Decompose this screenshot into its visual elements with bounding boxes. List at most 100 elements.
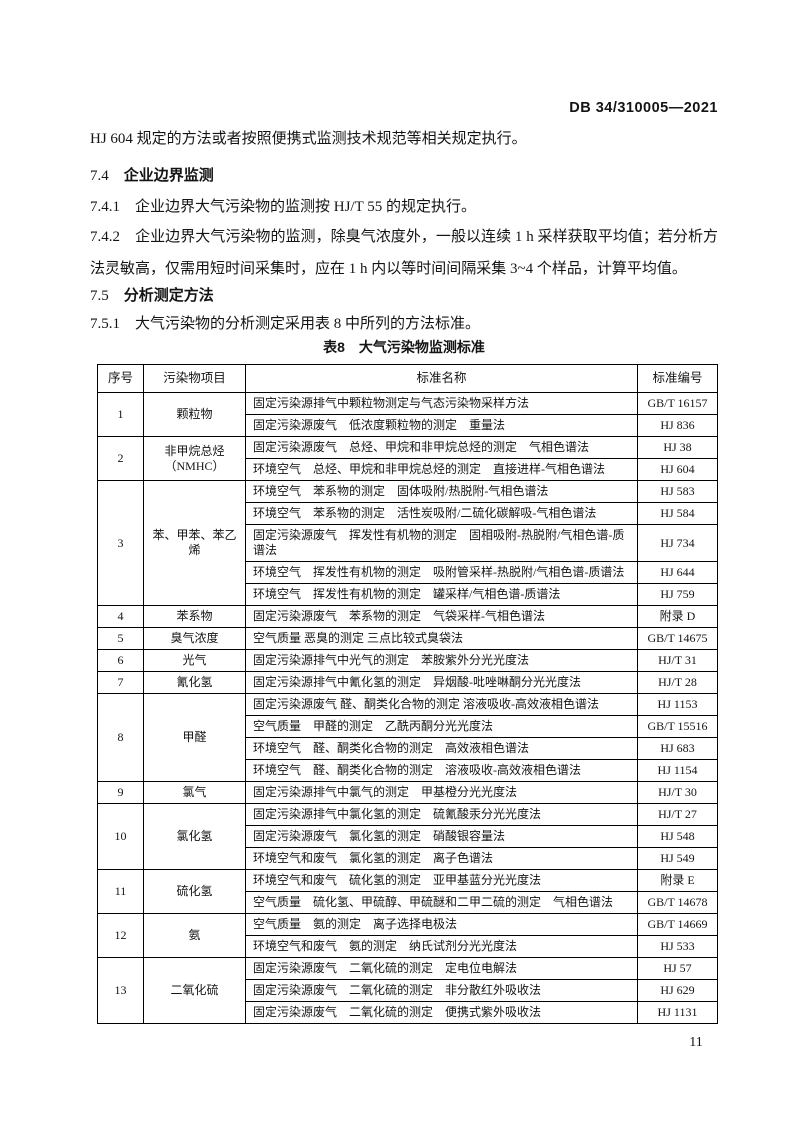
standard-name-cell: 固定污染源废气 醛、酮类化合物的测定 溶液吸收-高效液相色谱法 xyxy=(245,693,638,716)
standard-code-cell: HJ 38 xyxy=(637,436,718,459)
table-row: 13 二氧化硫 固定污染源废气 二氧化硫的测定 定电位电解法 HJ 57 xyxy=(97,957,718,1024)
pollutant-cell: 颗粒物 xyxy=(143,392,246,437)
standard-name-cell: 空气质量 氨的测定 离子选择电极法 xyxy=(245,913,638,936)
paragraph-7-5-1: 7.5.1 大气污染物的分析测定采用表 8 中所列的方法标准。 xyxy=(90,316,481,332)
standard-code-cell: HJ 57 xyxy=(637,957,718,980)
standard-code-cell: HJ/T 28 xyxy=(637,671,718,694)
table-row: 7 氰化氢 固定污染源排气中氰化氢的测定 异烟酸-吡唑啉酮分光光度法 HJ/T … xyxy=(97,671,718,694)
table-row: 环境空气 挥发性有机物的测定 吸附管采样-热脱附/气相色谱-质谱法 HJ 644 xyxy=(98,561,718,584)
standard-name-cell: 固定污染源废气 氯化氢的测定 硝酸银容量法 xyxy=(245,825,638,848)
standard-code-cell: HJ 549 xyxy=(637,847,718,870)
seq-cell: 9 xyxy=(97,781,144,804)
standard-code-cell: HJ 533 xyxy=(637,935,718,958)
standard-code-cell: GB/T 14669 xyxy=(637,913,718,936)
paragraph-7-4-2: 7.4.2 企业边界大气污染物的监测，除臭气浓度外，一般以连续 1 h 采样获取… xyxy=(90,229,718,277)
standard-code-cell: HJ 583 xyxy=(637,480,718,503)
table-row: 12 氨 空气质量 氨的测定 离子选择电极法 GB/T 14669 xyxy=(97,913,718,958)
table-row: 环境空气 苯系物的测定 活性炭吸附/二硫化碳解吸-气相色谱法 HJ 584 xyxy=(98,502,718,525)
standard-name-cell: 固定污染源废气 低浓度颗粒物的测定 重量法 xyxy=(245,414,638,437)
table-row: 4 苯系物 固定污染源废气 苯系物的测定 气袋采样-气相色谱法 附录 D xyxy=(97,605,718,628)
table-row: 环境空气 醛、酮类化合物的测定 高效液相色谱法 HJ 683 xyxy=(98,737,718,760)
header-pollutant: 污染物项目 xyxy=(143,364,246,393)
standard-name-cell: 环境空气 醛、酮类化合物的测定 溶液吸收-高效液相色谱法 xyxy=(245,759,638,782)
pollutant-cell: 氨 xyxy=(143,913,246,958)
seq-cell: 6 xyxy=(97,649,144,672)
standard-code-cell: HJ 644 xyxy=(637,561,718,584)
table-row: 环境空气和废气 氨的测定 纳氏试剂分光光度法 HJ 533 xyxy=(98,935,718,958)
seq-cell: 13 xyxy=(97,957,144,1024)
standard-name-cell: 固定污染源排气中氯化氢的测定 硫氰酸汞分光光度法 xyxy=(245,803,638,826)
section-title: 企业边界监测 xyxy=(123,167,214,184)
standard-name-cell: 空气质量 恶臭的测定 三点比较式臭袋法 xyxy=(245,627,638,650)
table-row: 固定污染源废气 二氧化硫的测定 非分散红外吸收法 HJ 629 xyxy=(98,979,718,1002)
header-seq: 序号 xyxy=(97,364,144,393)
paragraph-7-4-1: 7.4.1 企业边界大气污染物的监测按 HJ/T 55 的规定执行。 xyxy=(90,199,476,215)
standard-name-cell: 固定污染源废气 苯系物的测定 气袋采样-气相色谱法 xyxy=(245,605,638,628)
seq-cell: 2 xyxy=(97,436,144,481)
standard-name-cell: 固定污染源排气中氰化氢的测定 异烟酸-吡唑啉酮分光光度法 xyxy=(245,671,638,694)
standard-code-cell: HJ 584 xyxy=(637,502,718,525)
section-number: 7.5 xyxy=(90,288,109,304)
seq-cell: 10 xyxy=(97,803,144,870)
table-row: 固定污染源废气 氯化氢的测定 硝酸银容量法 HJ 548 xyxy=(98,825,718,848)
table-row: 环境空气 醛、酮类化合物的测定 溶液吸收-高效液相色谱法 HJ 1154 xyxy=(98,759,718,782)
standard-code-cell: GB/T 14678 xyxy=(637,891,718,914)
table-row: 环境空气 挥发性有机物的测定 罐采样/气相色谱-质谱法 HJ 759 xyxy=(98,583,718,606)
table-row: 8 甲醛 固定污染源废气 醛、酮类化合物的测定 溶液吸收-高效液相色谱法 HJ … xyxy=(97,693,718,782)
table-row: 2 非甲烷总烃（NMHC） 固定污染源废气 总烃、甲烷和非甲烷总烃的测定 气相色… xyxy=(97,436,718,481)
standard-name-cell: 固定污染源排气中光气的测定 苯胺紫外分光光度法 xyxy=(245,649,638,672)
pollutant-cell: 硫化氢 xyxy=(143,869,246,914)
seq-cell: 7 xyxy=(97,671,144,694)
standard-code-cell: GB/T 16157 xyxy=(637,392,718,415)
seq-cell: 4 xyxy=(97,605,144,628)
standard-name-cell: 环境空气 挥发性有机物的测定 罐采样/气相色谱-质谱法 xyxy=(245,583,638,606)
standard-name-cell: 环境空气和废气 硫化氢的测定 亚甲基蓝分光光度法 xyxy=(245,869,638,892)
standard-code-cell: HJ 734 xyxy=(637,524,718,562)
header-standard-code: 标准编号 xyxy=(637,364,718,393)
section-heading-7-4: 7.4 企业边界监测 xyxy=(90,164,718,185)
pollutant-cell: 苯系物 xyxy=(143,605,246,628)
standard-code-cell: HJ 548 xyxy=(637,825,718,848)
standard-name-cell: 固定污染源废气 总烃、甲烷和非甲烷总烃的测定 气相色谱法 xyxy=(245,436,638,459)
seq-cell: 8 xyxy=(97,693,144,782)
header-standard-name: 标准名称 xyxy=(245,364,638,393)
standard-code-cell: HJ 604 xyxy=(637,458,718,481)
table-row: 1 颗粒物 固定污染源排气中颗粒物测定与气态污染物采样方法 GB/T 16157 xyxy=(97,392,718,437)
doc-number: DB 34/310005—2021 xyxy=(569,100,718,116)
monitoring-standards-table: 序号 污染物项目 标准名称 标准编号 1 颗粒物 固定污染源排气中颗粒物测定与气… xyxy=(97,364,718,1024)
standard-code-cell: HJ 1154 xyxy=(637,759,718,782)
section-number: 7.4 xyxy=(90,168,109,184)
table-row: 9 氯气 固定污染源排气中氯气的测定 甲基橙分光光度法 HJ/T 30 xyxy=(97,781,718,804)
standard-code-cell: HJ 759 xyxy=(637,583,718,606)
standard-code-cell: HJ 629 xyxy=(637,979,718,1002)
seq-cell: 3 xyxy=(97,480,144,606)
table-row: 3 苯、甲苯、苯乙烯 环境空气 苯系物的测定 固体吸附/热脱附-气相色谱法 HJ… xyxy=(97,480,718,606)
table-row: 5 臭气浓度 空气质量 恶臭的测定 三点比较式臭袋法 GB/T 14675 xyxy=(97,627,718,650)
section-heading-7-5: 7.5 分析测定方法 xyxy=(90,284,718,305)
standard-code-cell: GB/T 15516 xyxy=(637,715,718,738)
seq-cell: 5 xyxy=(97,627,144,650)
standard-name-cell: 环境空气 苯系物的测定 固体吸附/热脱附-气相色谱法 xyxy=(245,480,638,503)
standard-name-cell: 固定污染源排气中颗粒物测定与气态污染物采样方法 xyxy=(245,392,638,415)
standard-code-cell: HJ 1131 xyxy=(637,1001,718,1024)
table-caption: 表8 大气污染物监测标准 xyxy=(323,339,485,355)
pollutant-cell: 氰化氢 xyxy=(143,671,246,694)
section-title: 分析测定方法 xyxy=(123,287,214,304)
table-row: 固定污染源废气 低浓度颗粒物的测定 重量法 HJ 836 xyxy=(98,414,718,437)
standard-code-cell: HJ/T 31 xyxy=(637,649,718,672)
standard-name-cell: 环境空气和废气 氯化氢的测定 离子色谱法 xyxy=(245,847,638,870)
standard-name-cell: 固定污染源废气 二氧化硫的测定 定电位电解法 xyxy=(245,957,638,980)
standard-name-cell: 环境空气 总烃、甲烷和非甲烷总烃的测定 直接进样-气相色谱法 xyxy=(245,458,638,481)
standard-code-cell: 附录 D xyxy=(637,605,718,628)
standard-code-cell: HJ/T 27 xyxy=(637,803,718,826)
table-header-row: 序号 污染物项目 标准名称 标准编号 xyxy=(97,364,718,393)
seq-cell: 12 xyxy=(97,913,144,958)
standard-name-cell: 环境空气和废气 氨的测定 纳氏试剂分光光度法 xyxy=(245,935,638,958)
pollutant-cell: 甲醛 xyxy=(143,693,246,782)
table-row: 11 硫化氢 环境空气和废气 硫化氢的测定 亚甲基蓝分光光度法 附录 E xyxy=(97,869,718,914)
pollutant-cell: 苯、甲苯、苯乙烯 xyxy=(143,480,246,606)
seq-cell: 1 xyxy=(97,392,144,437)
standard-code-cell: HJ 683 xyxy=(637,737,718,760)
standard-name-cell: 空气质量 硫化氢、甲硫醇、甲硫醚和二甲二硫的测定 气相色谱法 xyxy=(245,891,638,914)
